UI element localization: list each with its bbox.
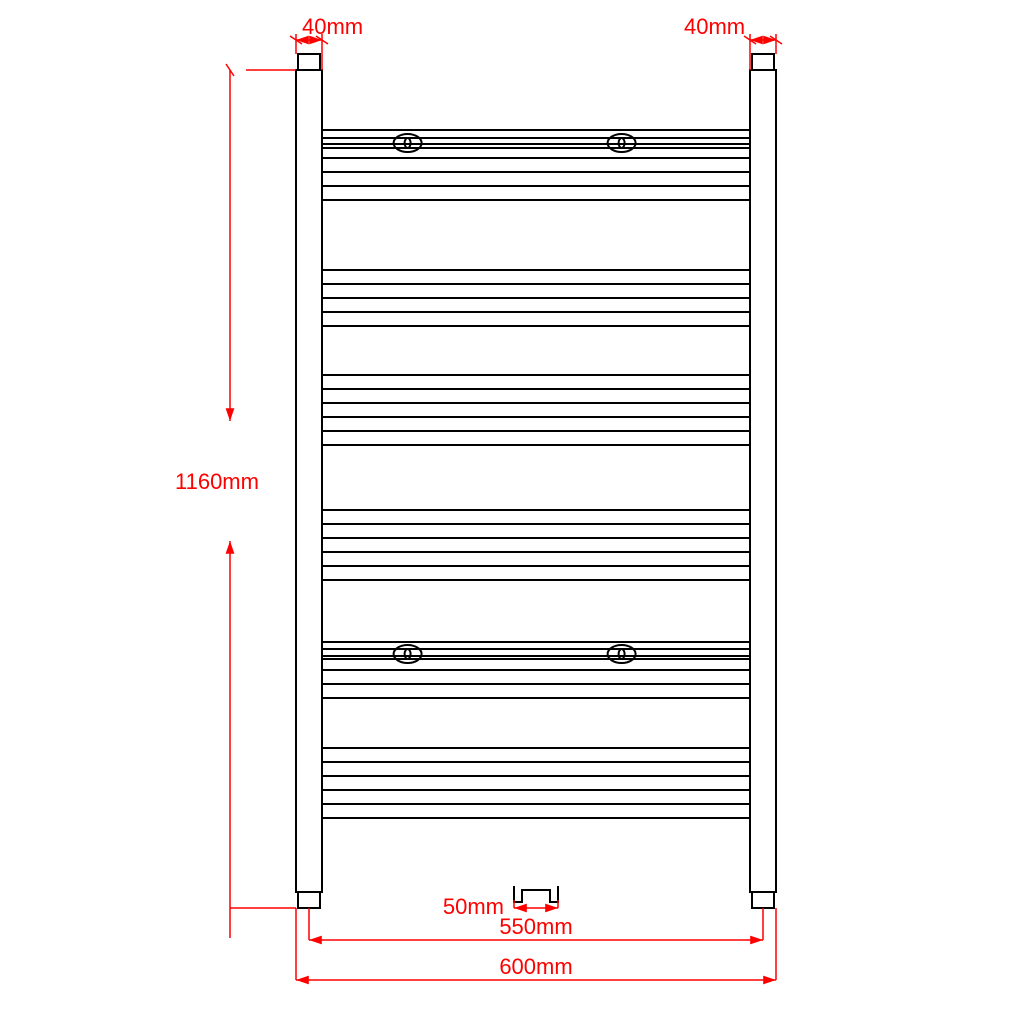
- dim-height: 1160mm: [175, 469, 259, 494]
- dim-50: 50mm: [443, 894, 504, 919]
- dim-40-right: 40mm: [684, 14, 745, 39]
- radiator: [296, 54, 776, 908]
- dim-40-left: 40mm: [302, 14, 363, 39]
- dim-600: 600mm: [499, 954, 572, 979]
- dim-550: 550mm: [499, 914, 572, 939]
- technical-drawing: 1160mm 40mm 40mm 550mm 600mm 50mm: [0, 0, 1024, 1024]
